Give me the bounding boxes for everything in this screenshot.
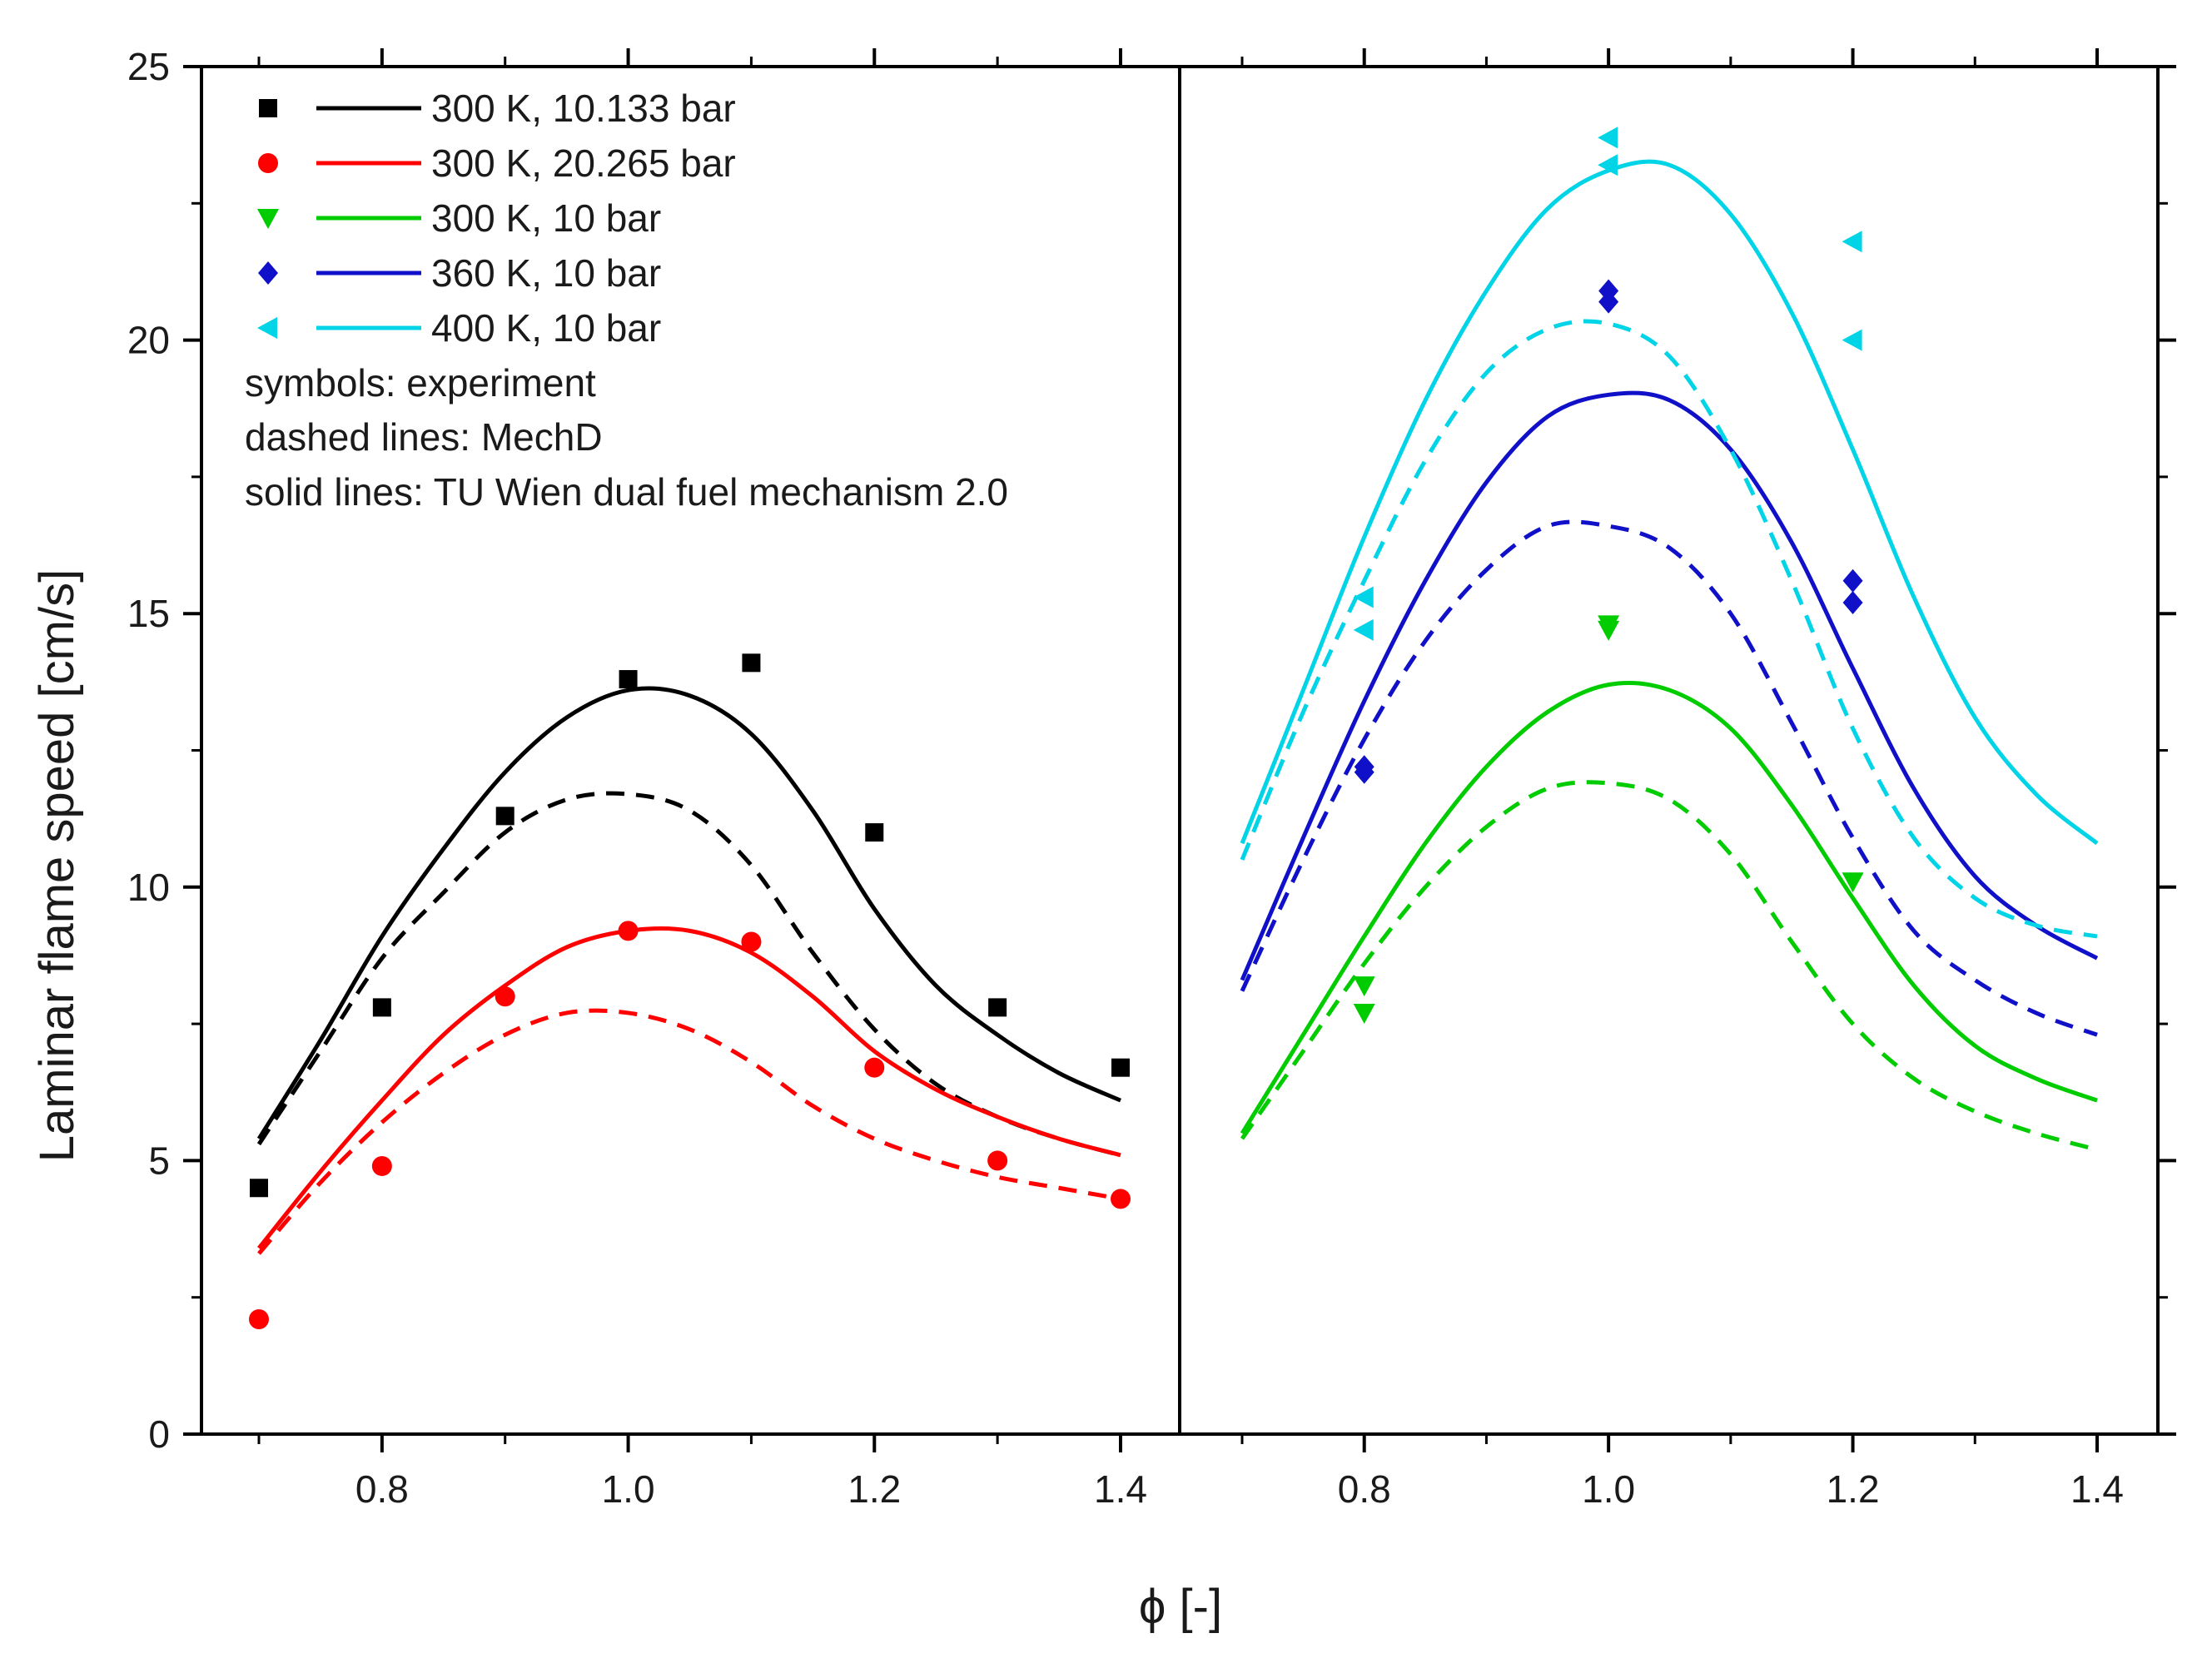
experiment-point-360-k-10-bar <box>1842 568 1863 593</box>
note-solid-lines: solid lines: TU Wien dual fuel mechanism… <box>245 470 1008 514</box>
experiment-point-360-k-10-bar <box>1354 755 1374 779</box>
solid-line-400-k-10-bar <box>1240 159 2099 846</box>
experiment-point-300-k-20-265-bar <box>249 1308 269 1329</box>
left-panel-plot-area <box>249 653 1131 1329</box>
legend-marker <box>258 261 278 285</box>
x-axis-title: ϕ [-] <box>1139 1580 1222 1634</box>
solid-line-300-k-10-133-bar <box>256 686 1122 1140</box>
legend-marker <box>257 209 279 229</box>
y-tick-label: 10 <box>127 866 170 909</box>
legend-marker <box>259 99 277 117</box>
x-tick-label: 1.2 <box>1827 1467 1880 1511</box>
experiment-point-300-k-10-bar <box>1353 1003 1375 1024</box>
experiment-point-400-k-10-bar <box>1842 231 1862 253</box>
x-tick-label: 0.8 <box>355 1467 409 1511</box>
y-axis-title: Laminar flame speed [cm/s] <box>30 569 84 1162</box>
experiment-point-300-k-10-133-bar <box>1111 1058 1130 1077</box>
experiment-point-300-k-10-133-bar <box>250 1179 268 1198</box>
experiment-point-300-k-20-265-bar <box>741 931 762 952</box>
x-tick-label: 1.2 <box>848 1467 901 1511</box>
x-tick-label: 0.8 <box>1338 1467 1391 1511</box>
legend: 300 K, 10.133 bar 300 K, 20.265 bar 300 K,… <box>257 87 736 350</box>
dashed-line-300-k-10-bar <box>1240 780 2098 1152</box>
legend-label: 300 K, 20.265 bar <box>431 141 736 185</box>
experiment-point-360-k-10-bar <box>1842 591 1863 615</box>
dashed-line-300-k-20-265-bar <box>257 1008 1121 1255</box>
solid-line-360-k-10-bar <box>1240 390 2099 981</box>
y-tick-label: 0 <box>148 1412 170 1456</box>
legend-label: 300 K, 10 bar <box>431 196 661 240</box>
legend-label: 300 K, 10.133 bar <box>431 87 736 130</box>
solid-line-300-k-20-265-bar <box>257 926 1121 1250</box>
experiment-point-300-k-10-133-bar <box>619 670 638 689</box>
experiment-point-300-k-20-265-bar <box>987 1150 1008 1171</box>
experiment-point-300-k-10-bar <box>1842 872 1864 893</box>
experiment-point-300-k-20-265-bar <box>618 921 639 941</box>
legend-label: 360 K, 10 bar <box>431 251 661 295</box>
experiment-point-300-k-10-133-bar <box>372 998 391 1017</box>
experiment-point-300-k-10-bar <box>1353 976 1375 997</box>
legend-marker <box>258 153 278 173</box>
solid-line-300-k-10-bar <box>1240 680 2098 1134</box>
right-panel-plot-area <box>1240 127 2099 1152</box>
experiment-point-400-k-10-bar <box>1842 329 1862 351</box>
experiment-point-300-k-20-265-bar <box>864 1057 885 1078</box>
experiment-point-300-k-10-133-bar <box>742 653 761 673</box>
y-tick-label: 15 <box>127 592 170 635</box>
x-tick-label: 1.0 <box>602 1467 655 1511</box>
experiment-point-400-k-10-bar <box>1353 618 1374 641</box>
x-tick-label: 1.0 <box>1582 1467 1635 1511</box>
experiment-point-400-k-10-bar <box>1598 127 1618 149</box>
dashed-line-300-k-10-133-bar <box>256 791 1121 1158</box>
legend-label: 400 K, 10 bar <box>431 306 661 350</box>
dashed-line-360-k-10-bar <box>1240 519 2098 1037</box>
experiment-point-300-k-10-133-bar <box>495 807 514 826</box>
experiment-point-300-k-10-133-bar <box>988 998 1007 1017</box>
y-tick-label: 25 <box>127 45 170 88</box>
legend-marker <box>257 317 277 339</box>
experiment-point-300-k-20-265-bar <box>1111 1189 1131 1209</box>
x-tick-label: 1.4 <box>1094 1467 1147 1511</box>
experiment-point-300-k-10-133-bar <box>865 823 884 842</box>
experiment-point-360-k-10-bar <box>1598 279 1619 303</box>
experiment-point-300-k-20-265-bar <box>371 1155 392 1176</box>
experiment-point-400-k-10-bar <box>1598 154 1618 176</box>
y-tick-label: 20 <box>127 319 170 362</box>
experiment-point-300-k-20-265-bar <box>495 986 515 1007</box>
experiment-point-400-k-10-bar <box>1353 586 1374 608</box>
x-tick-label: 1.4 <box>2070 1467 2124 1511</box>
experiment-point-300-k-10-bar <box>1598 615 1620 636</box>
y-tick-label: 5 <box>148 1139 170 1182</box>
note-symbols: symbols: experiment <box>245 361 596 405</box>
note-dashed-lines: dashed lines: MechD <box>245 415 603 459</box>
axis-ticks: 0 5 10 15 20 25 0.8 1.0 1.2 1.4 0.8 1.0 1.2 1.4 <box>127 45 2176 1511</box>
dashed-line-400-k-10-bar <box>1240 319 2098 939</box>
